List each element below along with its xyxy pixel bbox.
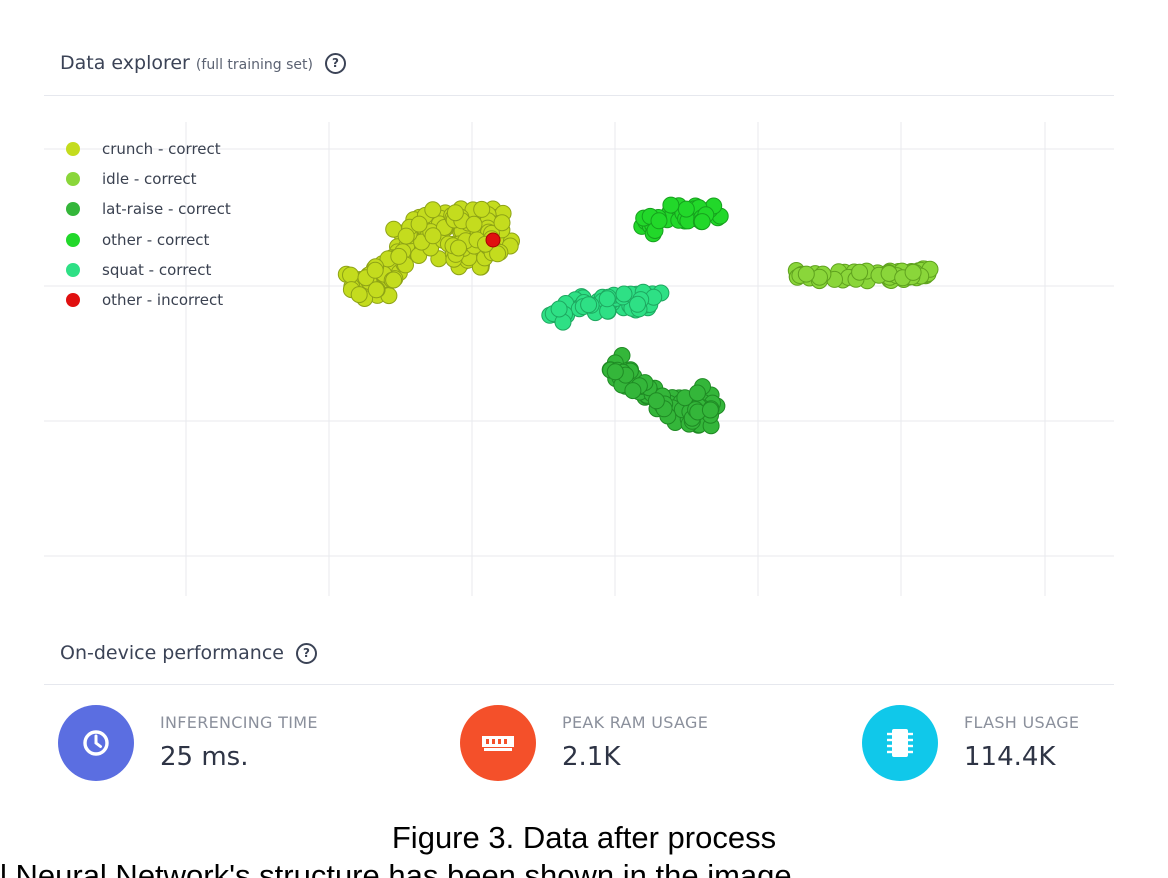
- scatter-point: [385, 271, 403, 289]
- scatter-point: [904, 263, 922, 281]
- scatter-point: [606, 363, 624, 381]
- scatter-point: [446, 204, 464, 222]
- data-explorer-title-text: Data explorer: [60, 52, 190, 74]
- chart-points: [337, 196, 939, 435]
- scatter-point: [851, 263, 869, 281]
- scatter-point: [493, 214, 511, 232]
- data-explorer-scatter[interactable]: [0, 0, 1168, 600]
- metric-flash-usage: FLASH USAGE 114.4K: [862, 705, 1079, 781]
- scatter-point: [662, 196, 680, 214]
- legend-label: lat-raise - correct: [102, 200, 231, 219]
- legend-label: crunch - correct: [102, 140, 221, 159]
- metric-label: INFERENCING TIME: [160, 713, 318, 732]
- legend-dot: [66, 293, 80, 308]
- legend-dot: [66, 202, 80, 217]
- metric-value: 25 ms.: [160, 742, 249, 772]
- scatter-point: [424, 227, 442, 245]
- metric-label: FLASH USAGE: [964, 713, 1080, 732]
- scatter-point: [410, 215, 428, 233]
- performance-title: On-device performance ?: [60, 642, 318, 664]
- scatter-point: [342, 266, 359, 284]
- memory-icon: [460, 705, 536, 781]
- metric-inferencing-time: INFERENCING TIME 25 ms.: [58, 705, 318, 781]
- legend-dot: [66, 262, 80, 277]
- scatter-point: [367, 281, 385, 299]
- legend-item[interactable]: squat - correct: [66, 255, 231, 285]
- help-icon[interactable]: ?: [325, 53, 347, 74]
- divider: [44, 684, 1114, 685]
- scatter-point: [580, 296, 598, 314]
- scatter-point: [390, 247, 408, 265]
- legend-item[interactable]: crunch - correct: [66, 134, 231, 164]
- performance-title-text: On-device performance: [60, 642, 284, 664]
- scatter-point: [693, 213, 711, 231]
- scatter-point: [629, 295, 646, 313]
- scatter-point: [647, 392, 665, 410]
- metric-value: 114.4K: [964, 742, 1056, 772]
- scatter-point: [650, 212, 668, 230]
- legend-label: other - incorrect: [102, 291, 224, 310]
- legend-dot: [66, 172, 80, 187]
- scatter-point: [473, 200, 491, 218]
- scatter-point: [797, 265, 815, 283]
- scatter-point: [701, 401, 719, 419]
- scatter-point: [485, 232, 501, 248]
- legend-dot: [66, 142, 80, 157]
- data-explorer-subtitle: (full training set): [195, 57, 313, 73]
- scatter-point: [677, 200, 695, 218]
- data-explorer-title: Data explorer (full training set) ?: [60, 52, 347, 74]
- figure-caption: Figure 3. Data after process: [391, 820, 777, 855]
- metric-peak-ram: PEAK RAM USAGE 2.1K: [460, 705, 708, 781]
- legend-label: other - correct: [102, 230, 210, 249]
- scatter-point: [688, 384, 706, 402]
- scatter-point: [424, 201, 442, 219]
- legend-item[interactable]: lat-raise - correct: [66, 194, 231, 224]
- legend-label: idle - correct: [102, 170, 197, 189]
- legend-item[interactable]: other - incorrect: [66, 285, 231, 315]
- scatter-point: [450, 239, 467, 257]
- legend-dot: [66, 232, 80, 247]
- scatter-point: [397, 227, 415, 245]
- metric-label: PEAK RAM USAGE: [562, 713, 709, 732]
- scatter-point: [465, 215, 483, 233]
- legend-item[interactable]: other - correct: [66, 225, 231, 255]
- scatter-point: [550, 300, 568, 318]
- help-icon[interactable]: ?: [296, 643, 318, 664]
- cut-off-text: l Neural Network's structure has been sh…: [0, 858, 792, 878]
- metric-value: 2.1K: [562, 742, 621, 772]
- legend-item[interactable]: idle - correct: [66, 164, 231, 194]
- scatter-point: [615, 285, 633, 303]
- chart-grid: [44, 122, 1114, 596]
- chip-icon: [862, 705, 938, 781]
- scatter-point: [350, 286, 368, 304]
- chart-legend: crunch - correct idle - correct lat-rais…: [66, 134, 231, 315]
- divider: [44, 95, 1114, 96]
- scatter-point: [624, 382, 642, 400]
- scatter-point: [598, 290, 616, 308]
- scatter-point: [366, 261, 384, 279]
- clock-icon: [58, 705, 134, 781]
- legend-label: squat - correct: [102, 260, 212, 279]
